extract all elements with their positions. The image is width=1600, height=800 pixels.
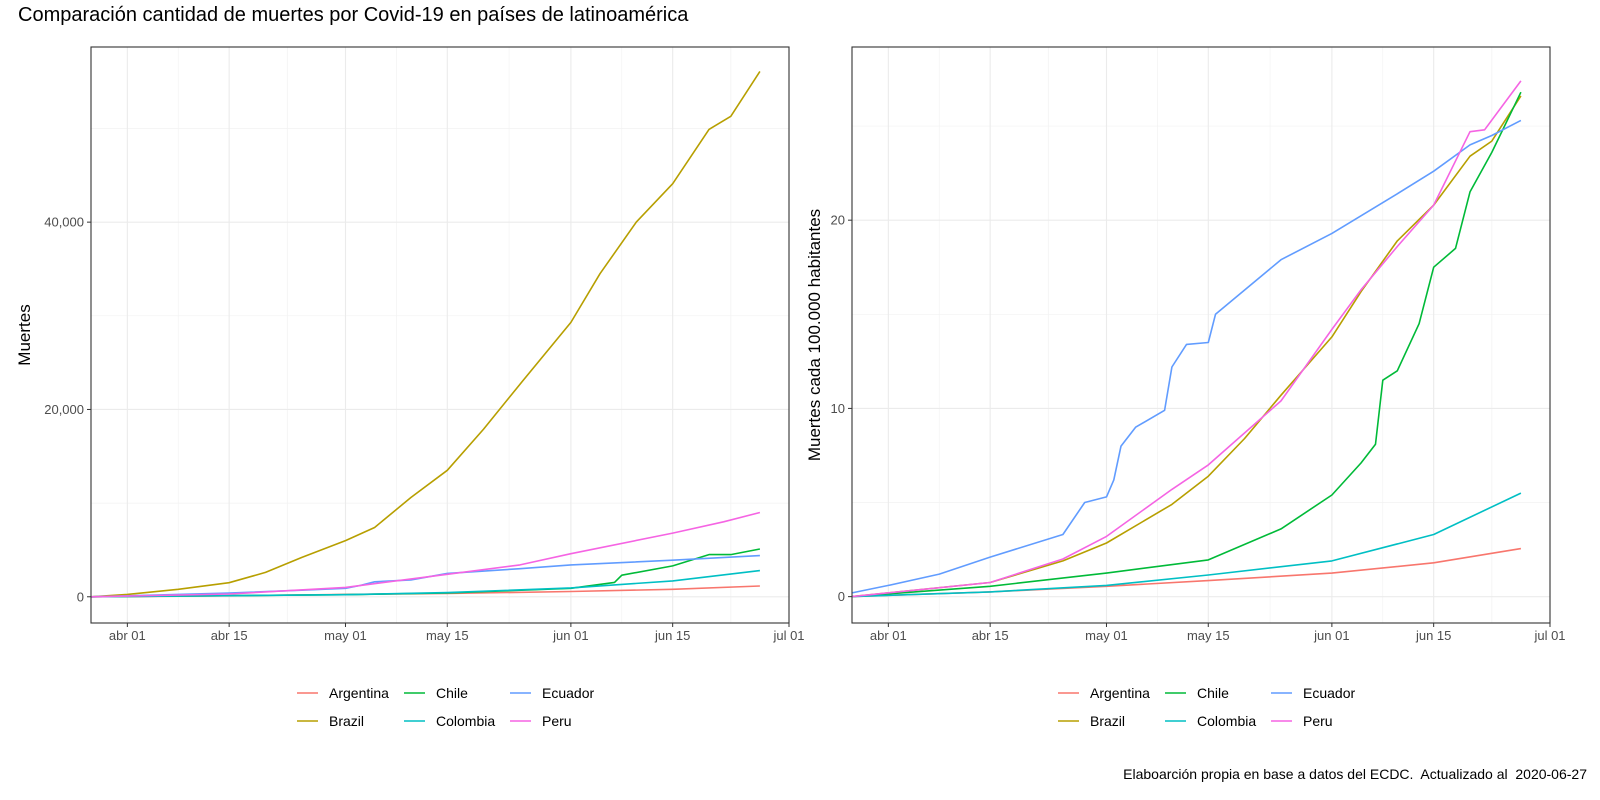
- y-axis-title: Muertes cada 100.000 habitantes: [805, 209, 824, 461]
- plot-background: [91, 47, 789, 623]
- legend-item-ecuador: Ecuador: [510, 685, 594, 701]
- panel-border: [851, 46, 1551, 624]
- x-tick-label: jun 15: [654, 628, 690, 643]
- legend-label: Brazil: [1090, 713, 1125, 729]
- series-line-peru: [90, 511, 761, 598]
- legend-item-peru: Peru: [1271, 713, 1333, 729]
- legend-item-chile: Chile: [404, 685, 468, 701]
- x-tick-label: jul 01: [1533, 628, 1565, 643]
- legend-label: Ecuador: [542, 685, 594, 701]
- x-tick-label: may 01: [324, 628, 367, 643]
- y-tick-label: 10: [831, 401, 845, 416]
- x-tick-label: abr 01: [870, 628, 907, 643]
- legend-item-peru: Peru: [510, 713, 572, 729]
- legend-label: Chile: [436, 685, 468, 701]
- legend-label: Colombia: [1197, 713, 1256, 729]
- legend-label: Ecuador: [1303, 685, 1355, 701]
- legend-label: Argentina: [329, 685, 389, 701]
- x-tick-label: jun 01: [552, 628, 588, 643]
- legend-label: Argentina: [1090, 685, 1150, 701]
- y-tick-label: 20: [831, 213, 845, 228]
- series-line-colombia: [851, 492, 1522, 598]
- legend-label: Brazil: [329, 713, 364, 729]
- x-tick-label: may 15: [1187, 628, 1230, 643]
- x-tick-label: jul 01: [772, 628, 804, 643]
- x-tick-label: abr 15: [211, 628, 248, 643]
- legend-item-brazil: Brazil: [1058, 713, 1125, 729]
- series-line-colombia: [90, 569, 760, 598]
- series-line-brazil: [90, 70, 761, 598]
- panel-2: 0 10 20 abr 01 abr 15 may 01 may 15 jun 01 jun 1…: [805, 46, 1566, 729]
- legend-label: Colombia: [436, 713, 495, 729]
- legend-label: Peru: [1303, 713, 1333, 729]
- y-axis-title: Muertes: [15, 304, 34, 365]
- series-line-brazil: [851, 95, 1522, 598]
- panel-1: 0 20,000 40,000 abr 01 abr 15 may 01 may 15 jun…: [15, 46, 805, 729]
- panel-border: [90, 46, 790, 624]
- legend-item-argentina: Argentina: [1058, 685, 1150, 701]
- chart-title: Comparación cantidad de muertes por Covi…: [18, 4, 689, 26]
- x-tick-label: jun 15: [1415, 628, 1451, 643]
- legend-item-brazil: Brazil: [297, 713, 364, 729]
- y-tick-label: 20,000: [44, 402, 84, 417]
- y-tick-label: 40,000: [44, 215, 84, 230]
- x-tick-label: abr 15: [972, 628, 1009, 643]
- x-tick-label: abr 01: [109, 628, 146, 643]
- x-tick-label: jun 01: [1313, 628, 1349, 643]
- series-line-peru: [851, 80, 1522, 598]
- y-tick-label: 0: [838, 589, 845, 604]
- legend-item-colombia: Colombia: [404, 713, 495, 729]
- legend-label: Chile: [1197, 685, 1229, 701]
- legend-item-chile: Chile: [1165, 685, 1229, 701]
- series-line-chile: [851, 91, 1522, 598]
- legend-label: Peru: [542, 713, 572, 729]
- series-line-ecuador: [851, 119, 1522, 594]
- legend-item-ecuador: Ecuador: [1271, 685, 1355, 701]
- x-tick-label: may 15: [426, 628, 469, 643]
- legend-item-colombia: Colombia: [1165, 713, 1256, 729]
- x-tick-label: may 01: [1085, 628, 1128, 643]
- y-tick-label: 0: [77, 589, 84, 604]
- chart-caption: Elaboarción propia en base a datos del E…: [1123, 766, 1587, 782]
- plot-background: [852, 47, 1550, 623]
- legend-item-argentina: Argentina: [297, 685, 389, 701]
